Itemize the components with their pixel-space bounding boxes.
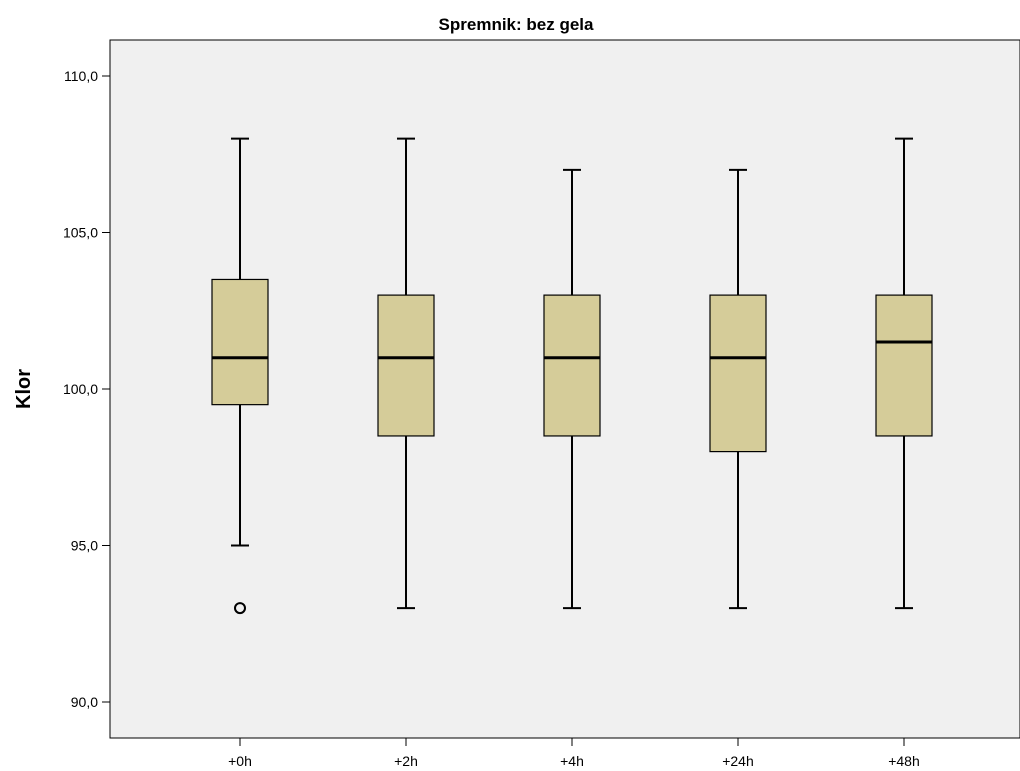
- y-axis-label: Klor: [13, 369, 35, 409]
- y-tick-label: 105,0: [63, 225, 98, 241]
- chart-title: Spremnik: bez gela: [439, 15, 594, 34]
- x-tick-label: +2h: [394, 753, 418, 769]
- box-series: [211, 137, 933, 615]
- x-tick-label: +4h: [560, 753, 584, 769]
- box-plot-24h: [709, 168, 767, 610]
- iqr-box: [543, 294, 601, 437]
- x-tick-label: +0h: [228, 753, 252, 769]
- box-plot-4h: [543, 168, 601, 610]
- y-tick-label: 100,0: [63, 381, 98, 397]
- y-axis: 90,0 95,0 100,0 105,0 110,0: [63, 68, 110, 710]
- x-axis: +0h +2h +4h +24h +48h: [228, 738, 920, 769]
- x-tick-label: +48h: [888, 753, 920, 769]
- x-tick-label: +24h: [722, 753, 754, 769]
- y-tick-label: 110,0: [64, 68, 98, 84]
- outlier-point: [234, 602, 246, 615]
- y-tick-label: 95,0: [71, 538, 98, 554]
- iqr-box: [875, 294, 933, 437]
- box-plot-0h: [211, 137, 269, 615]
- iqr-box: [377, 294, 435, 437]
- box-plot-48h: [875, 137, 933, 610]
- iqr-box: [709, 294, 767, 453]
- y-tick-label: 90,0: [71, 694, 98, 710]
- box-plot-2h: [377, 137, 435, 610]
- iqr-box: [211, 278, 269, 406]
